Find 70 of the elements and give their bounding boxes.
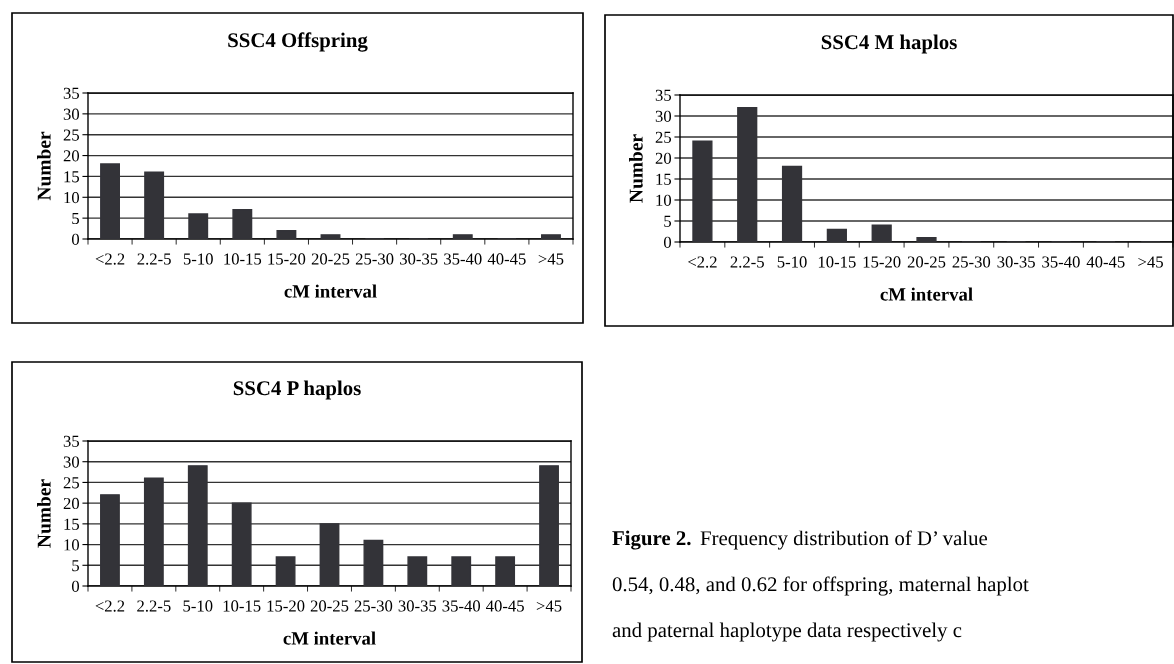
x-tick-label: >45: [538, 253, 564, 265]
x-tick-label: 30-35: [997, 256, 1035, 268]
text: 0.54, 0.48, and 0.62 for offspring, maternal haplot: [612, 576, 1029, 596]
caption: Figure 2.: [612, 530, 691, 550]
x-tick-label: 35-40: [1042, 256, 1080, 268]
x-tick-label: 40-45: [487, 253, 526, 265]
x-axis-title: cM interval: [283, 631, 376, 645]
y-tick-label: 0: [71, 233, 80, 245]
y-tick-label: 10: [64, 539, 80, 551]
x-tick-label: 25-30: [952, 256, 991, 268]
y-tick-label: 15: [656, 173, 672, 185]
x-tick-label: 30-35: [398, 600, 437, 612]
x-tick-label: <2.2: [95, 600, 125, 612]
x-tick-label: <2.2: [95, 253, 125, 265]
y-axis-title: Number: [37, 479, 51, 548]
y-tick-label: 0: [663, 236, 672, 248]
x-tick-label: 40-45: [1086, 256, 1125, 268]
y-tick-label: 30: [655, 110, 672, 122]
x-tick-label: 2.2-5: [730, 256, 764, 268]
y-tick-label: 20: [63, 497, 80, 510]
y-tick-label: 35: [655, 89, 672, 101]
x-tick-label: 35-40: [442, 600, 481, 612]
text: Frequency distribution of D’ value: [700, 530, 988, 550]
x-tick-label: 5-10: [183, 600, 213, 612]
x-axis-title: cM interval: [880, 287, 973, 301]
x-tick-label: 35-40: [444, 253, 482, 265]
x-tick-label: 20-25: [310, 600, 349, 612]
y-tick-label: 5: [72, 213, 80, 225]
x-axis-title: cM interval: [284, 284, 377, 298]
y-tick-label: 35: [63, 87, 80, 99]
y-tick-label: 25: [63, 477, 80, 489]
x-tick-label: 5-10: [183, 253, 213, 265]
x-tick-label: 5-10: [777, 256, 807, 268]
y-axis-title: Number: [37, 131, 51, 201]
x-tick-label: <2.2: [688, 256, 717, 268]
y-tick-label: 10: [64, 191, 80, 204]
y-tick-label: 15: [64, 518, 80, 530]
x-tick-label: 2.2-5: [137, 253, 171, 265]
x-tick-label: 30-35: [400, 253, 438, 265]
chart-title: SSC4 Offspring: [228, 32, 368, 52]
y-tick-label: 25: [655, 131, 672, 143]
x-tick-label: >45: [1138, 256, 1163, 268]
x-tick-label: 2.2-5: [137, 600, 171, 612]
y-tick-label: 35: [63, 435, 80, 447]
x-tick-label: 10-15: [818, 256, 856, 268]
chart-title: SSC4 M haplos: [821, 34, 957, 54]
x-tick-label: 10-15: [224, 253, 262, 265]
x-tick-label: 15-20: [863, 256, 901, 268]
y-tick-label: 20: [655, 152, 672, 164]
text: and paternal haplotype data respectively c: [612, 622, 962, 642]
y-tick-label: 30: [63, 108, 80, 120]
x-tick-label: 40-45: [486, 600, 524, 612]
y-tick-label: 5: [72, 560, 80, 572]
x-tick-label: 15-20: [268, 253, 306, 265]
x-tick-label: 25-30: [355, 253, 394, 265]
y-tick-label: 30: [63, 456, 80, 468]
x-tick-label: >45: [536, 600, 562, 612]
y-tick-label: 25: [63, 129, 80, 141]
x-tick-label: 25-30: [354, 600, 393, 612]
y-axis-title: Number: [629, 134, 643, 203]
x-tick-label: 15-20: [267, 600, 305, 612]
x-tick-label: 20-25: [311, 253, 350, 265]
y-tick-label: 5: [664, 215, 672, 227]
y-tick-label: 15: [64, 171, 80, 183]
chart-title: SSC4 P haplos: [233, 380, 361, 400]
x-tick-label: 20-25: [907, 256, 946, 268]
y-tick-label: 0: [71, 580, 80, 592]
x-tick-label: 10-15: [223, 600, 261, 612]
y-tick-label: 20: [63, 150, 80, 162]
y-tick-label: 10: [656, 194, 672, 206]
